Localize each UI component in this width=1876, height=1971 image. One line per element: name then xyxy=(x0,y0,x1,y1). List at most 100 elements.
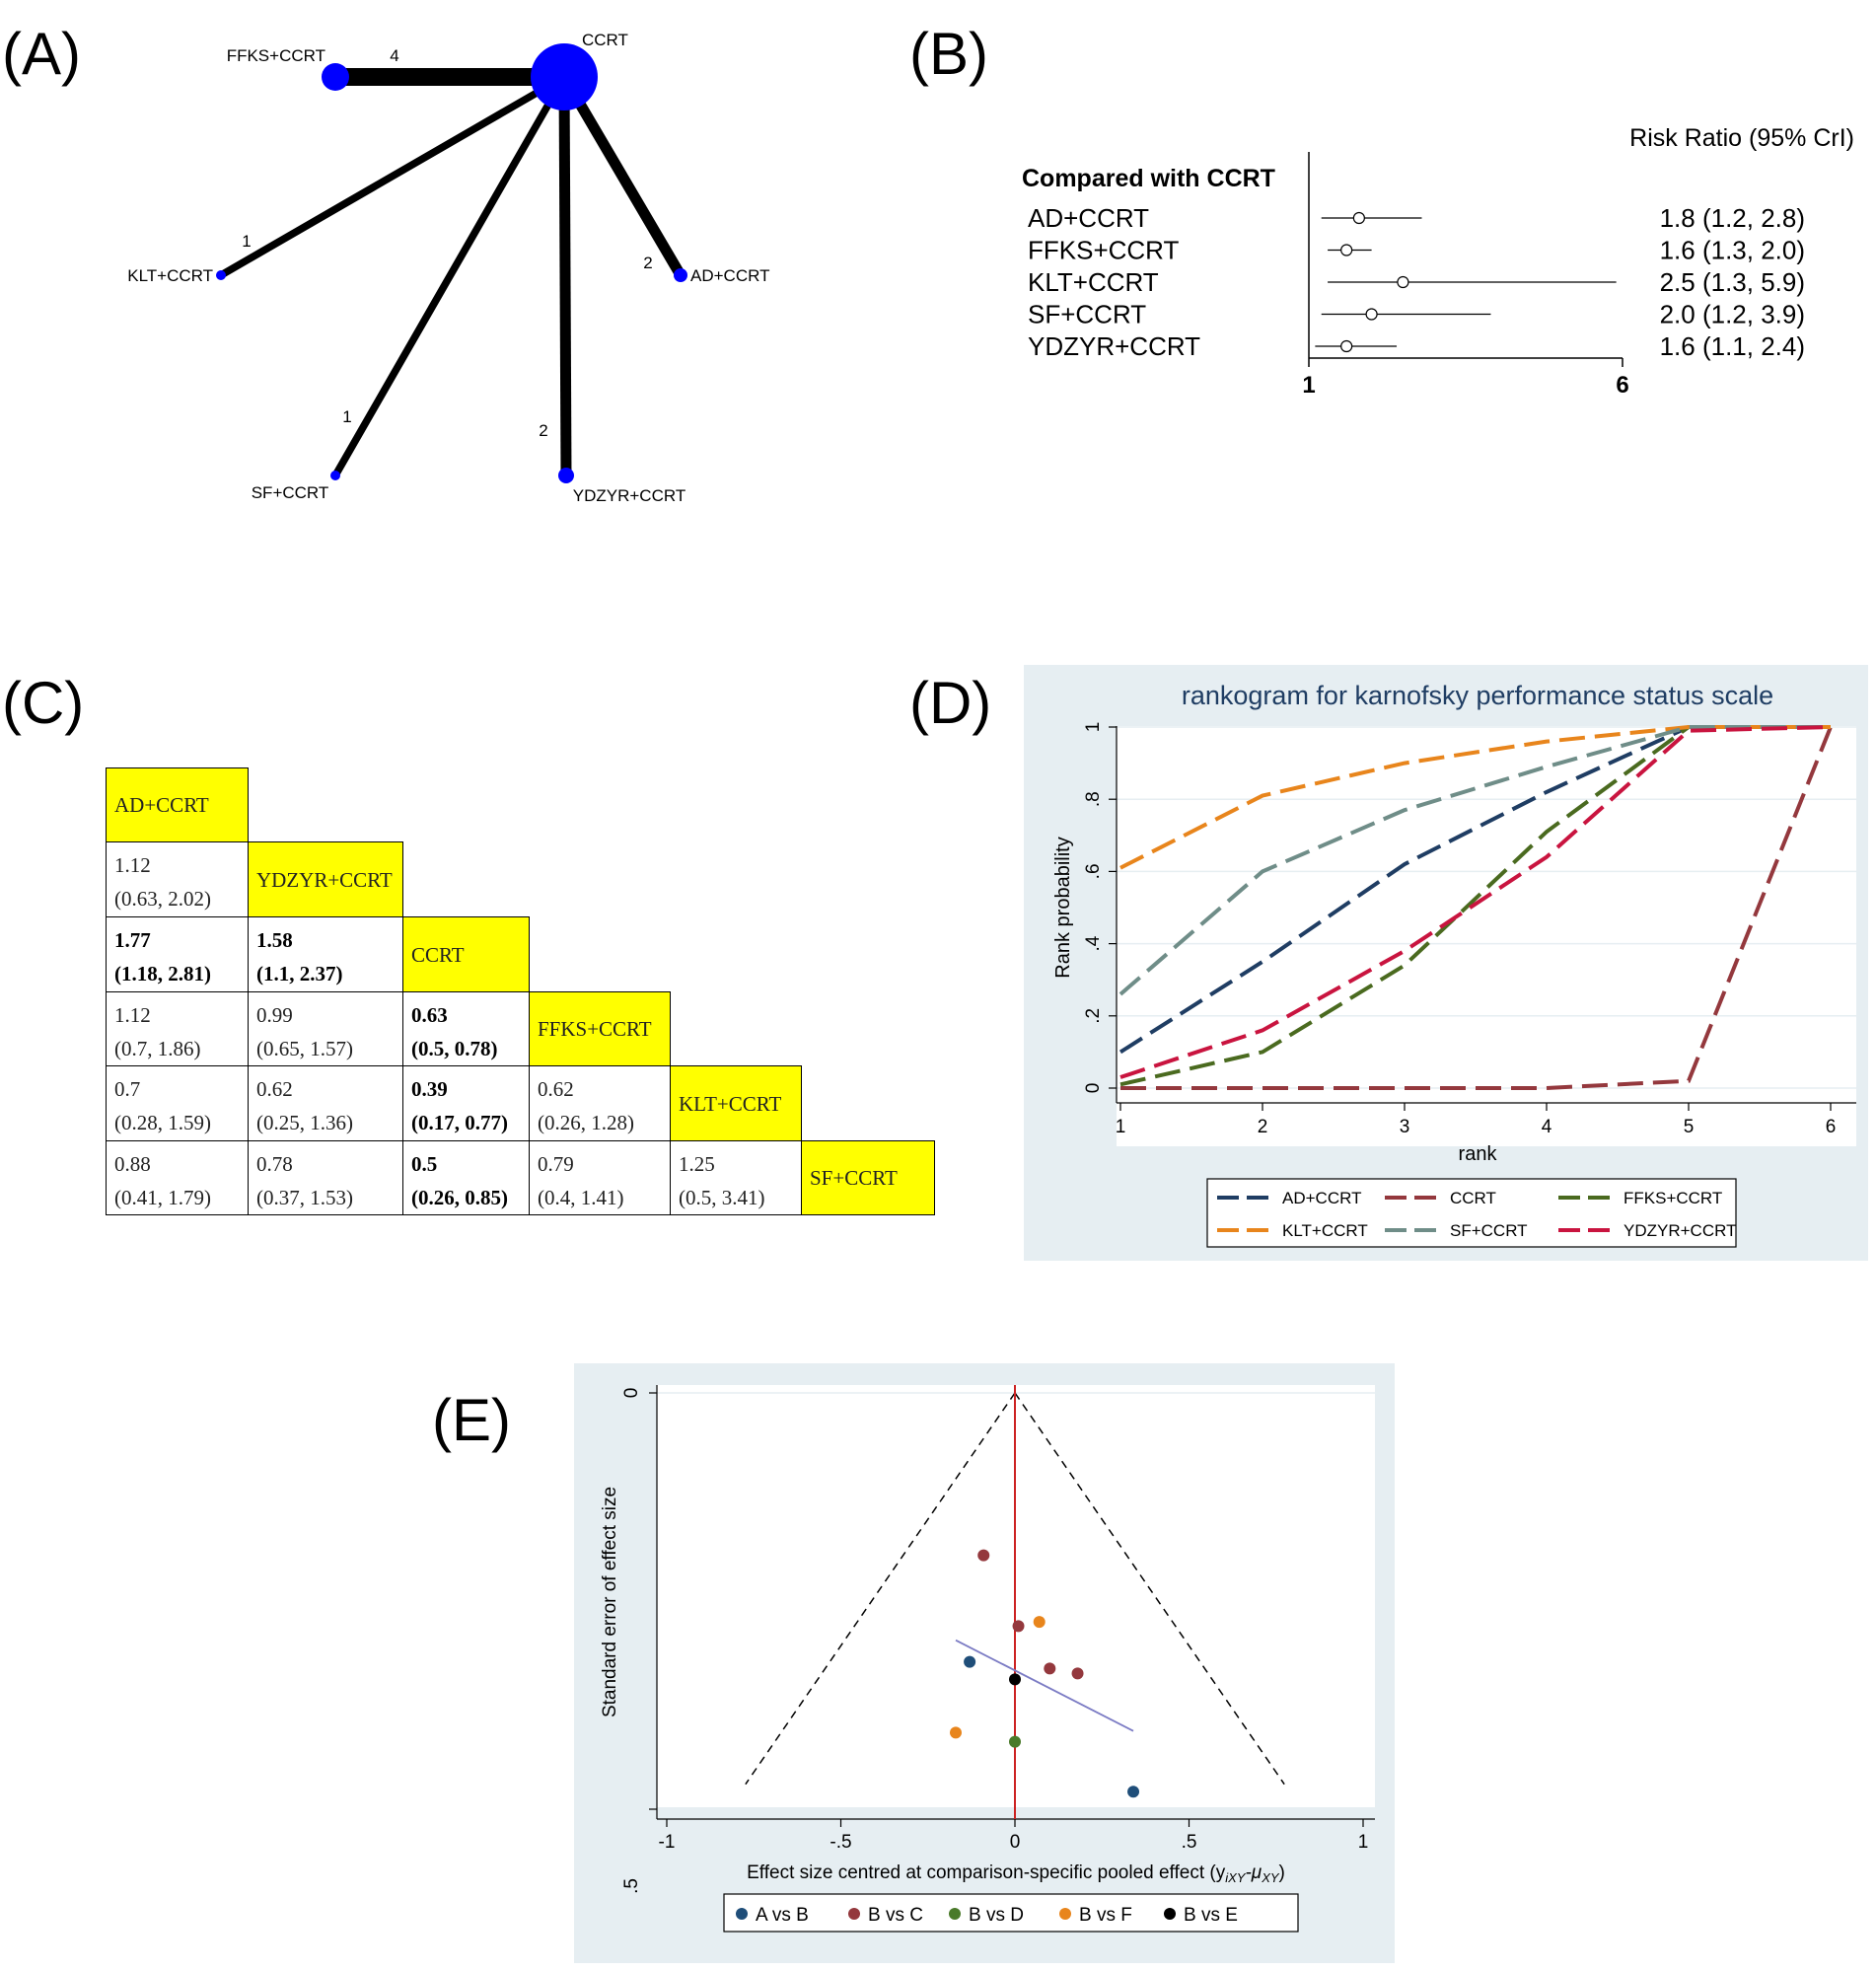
league-cell-ci: (1.18, 2.81) xyxy=(114,962,211,986)
league-cell-ci: (0.7, 1.86) xyxy=(114,1037,201,1060)
league-cell-ci: (0.17, 0.77) xyxy=(411,1111,508,1134)
funnel-x-label-mid: -μ xyxy=(1245,1862,1262,1883)
league-cell-ci: (0.37, 1.53) xyxy=(256,1186,353,1209)
league-diag-ffks-ccrt: FFKS+CCRT xyxy=(529,991,671,1066)
league-cell-value: 0.99 xyxy=(256,1003,293,1027)
funnel-point-a-vs-b xyxy=(964,1655,976,1668)
league-cell: 0.78 (0.37, 1.53) xyxy=(248,1140,403,1215)
forest-point-sf-ccrt xyxy=(1365,308,1378,321)
league-cell-value: 1.12 xyxy=(114,1003,151,1027)
edge-label-klt-ccrt: 1 xyxy=(242,232,251,251)
rankogram-ytick-label: .4 xyxy=(1083,935,1104,951)
rankogram-xtick-label: 4 xyxy=(1542,1117,1552,1137)
league-cell: 1.25 (0.5, 3.41) xyxy=(670,1140,802,1215)
rankogram-series-ccrt xyxy=(1120,726,1833,1090)
league-cell-value: 1.58 xyxy=(256,928,293,952)
edge-ccrt-klt-ccrt xyxy=(219,73,566,279)
panel-label-a: (A) xyxy=(2,21,81,87)
funnel-legend-swatch-b-vs-f xyxy=(1059,1908,1071,1920)
league-cell-ci: (0.41, 1.79) xyxy=(114,1186,211,1209)
league-table: AD+CCRT YDZYR+CCRT CCRT FFKS+CCRT KLT+CCRT SF… xyxy=(0,671,947,1223)
rankogram-legend-label-ccrt: CCRT xyxy=(1450,1189,1496,1207)
league-cell-ci: (0.28, 1.59) xyxy=(114,1111,211,1134)
league-cell-value: 0.78 xyxy=(256,1152,293,1176)
league-cell: 0.63 (0.5, 0.78) xyxy=(402,991,530,1066)
league-diag-ydzyr-ccrt: YDZYR+CCRT xyxy=(248,841,403,917)
funnel-x-label: Effect size centred at comparison-specif… xyxy=(747,1862,1285,1885)
league-cell: 1.58 (1.1, 2.37) xyxy=(248,916,403,992)
league-cell-value: 1.12 xyxy=(114,853,151,877)
forest-row-value-ydzyr-ccrt: 1.6 (1.1, 2.4) xyxy=(1660,331,1805,361)
league-cell-value: 1.25 xyxy=(679,1152,715,1176)
rankogram-x-label: rank xyxy=(1459,1143,1498,1165)
funnel-point-b-vs-c xyxy=(1012,1620,1025,1633)
forest-point-ffks-ccrt xyxy=(1340,244,1353,256)
edge-label-sf-ccrt: 1 xyxy=(342,407,351,426)
rankogram-plot-area xyxy=(1117,726,1856,1146)
league-diag-ccrt: CCRT xyxy=(402,916,530,992)
funnel-legend-label-b-vs-d: B vs D xyxy=(969,1905,1024,1926)
panel-label-d: (D) xyxy=(909,670,992,736)
rankogram-series-ydzyr-ccrt xyxy=(1119,725,1832,1079)
rankogram-chart: rankogram for karnofsky performance stat… xyxy=(1024,665,1868,1261)
edge-label-ydzyr-ccrt: 2 xyxy=(539,421,547,440)
league-cell-ci: (1.1, 2.37) xyxy=(256,962,343,986)
node-ccrt xyxy=(531,43,598,110)
forest-group-title: Compared with CCRT xyxy=(1022,165,1275,192)
edge-ccrt-sf-ccrt xyxy=(331,75,568,477)
rankogram-legend-label-klt-ccrt: KLT+CCRT xyxy=(1282,1221,1368,1240)
rankogram-y-label: Rank probability xyxy=(1052,837,1074,978)
forest-point-klt-ccrt xyxy=(1397,275,1409,289)
league-cell: 1.12 (0.7, 1.86) xyxy=(106,991,249,1066)
league-cell-value: 0.62 xyxy=(538,1077,574,1101)
league-diag-klt-ccrt: KLT+CCRT xyxy=(670,1065,802,1141)
funnel-legend-label-b-vs-c: B vs C xyxy=(868,1905,923,1926)
edge-ccrt-ad-ccrt xyxy=(559,74,685,278)
panel-label-b: (B) xyxy=(909,21,988,87)
rankogram-xtick-label: 1 xyxy=(1116,1117,1126,1137)
funnel-xtick-label: 0 xyxy=(1010,1832,1021,1853)
funnel-point-b-vs-e xyxy=(1009,1673,1021,1686)
funnel-legend-label-a-vs-b: A vs B xyxy=(756,1905,809,1926)
league-cell-ci: (0.63, 2.02) xyxy=(114,887,211,911)
rankogram-xtick-label: 3 xyxy=(1400,1117,1410,1137)
panel-label-c: (C) xyxy=(2,670,85,736)
rankogram-legend-label-sf-ccrt: SF+CCRT xyxy=(1450,1221,1528,1240)
forest-point-ad-ccrt xyxy=(1352,211,1365,225)
funnel-x-label-sub2: XY xyxy=(1261,1870,1280,1885)
league-cell-ci: (0.65, 1.57) xyxy=(256,1037,353,1060)
league-cell-ci: (0.5, 3.41) xyxy=(679,1186,765,1209)
league-cell-value: 0.63 xyxy=(411,1003,448,1027)
league-cell: 0.88 (0.41, 1.79) xyxy=(106,1140,249,1215)
rankogram-legend xyxy=(1206,1178,1737,1248)
funnel-point-b-vs-d xyxy=(1009,1735,1021,1748)
funnel-ytick-label: .5 xyxy=(621,1878,642,1894)
league-cell: 0.39 (0.17, 0.77) xyxy=(402,1065,530,1141)
funnel-right-limit xyxy=(1014,1392,1285,1786)
rankogram-legend-label-ydzyr-ccrt: YDZYR+CCRT xyxy=(1623,1221,1736,1240)
league-cell-ci: (0.4, 1.41) xyxy=(538,1186,624,1209)
funnel-point-b-vs-f xyxy=(949,1726,962,1739)
funnel-xtick-label: -.5 xyxy=(830,1832,851,1853)
node-label-ad-ccrt: AD+CCRT xyxy=(690,266,769,285)
node-label-sf-ccrt: SF+CCRT xyxy=(252,483,329,502)
league-cell-value: 0.39 xyxy=(411,1077,448,1101)
funnel-ytick-label: 0 xyxy=(621,1388,642,1399)
league-cell-value: 0.88 xyxy=(114,1152,151,1176)
rankogram-xtick-label: 6 xyxy=(1826,1117,1837,1137)
node-klt-ccrt xyxy=(216,270,226,280)
forest-tick-label-1: 1 xyxy=(1302,372,1315,399)
funnel-left-limit xyxy=(745,1392,1016,1786)
league-cell: 0.79 (0.4, 1.41) xyxy=(529,1140,671,1215)
forest-row-value-sf-ccrt: 2.0 (1.2, 3.9) xyxy=(1660,300,1805,329)
forest-row-label-ydzyr-ccrt: YDZYR+CCRT xyxy=(1028,331,1200,361)
node-ydzyr-ccrt xyxy=(558,468,574,483)
rankogram-ytick-label: .2 xyxy=(1083,1008,1104,1024)
league-cell-ci: (0.26, 0.85) xyxy=(411,1186,508,1209)
node-ad-ccrt xyxy=(674,268,687,282)
funnel-point-b-vs-f xyxy=(1033,1616,1046,1629)
node-ffks-ccrt xyxy=(322,63,349,91)
funnel-legend-swatch-a-vs-b xyxy=(736,1908,748,1920)
league-cell: 0.7 (0.28, 1.59) xyxy=(106,1065,249,1141)
node-label-ffks-ccrt: FFKS+CCRT xyxy=(227,46,325,65)
